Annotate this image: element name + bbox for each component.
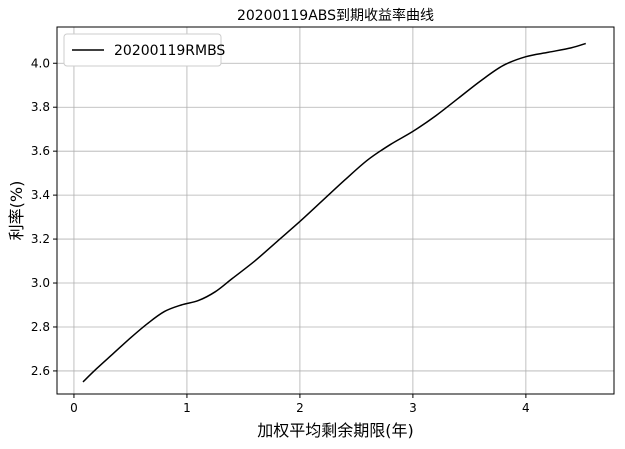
y-tick-label: 3.0 [31,276,50,290]
plot-frame [56,26,615,395]
x-tick-label: 1 [183,401,191,415]
series-group [82,42,586,383]
x-tick-label: 0 [70,401,78,415]
axis-ticks: 0 1 2 3 4 2.6 2.8 3.0 3.2 3.4 3.6 3.8 4.0 [31,56,530,415]
x-tick-label: 3 [409,401,417,415]
y-tick-label: 3.2 [31,232,50,246]
chart-title: 20200119ABS到期收益率曲线 [237,7,434,24]
legend-label-20200119rmbs: 20200119RMBS [114,43,225,59]
y-tick-label: 3.4 [31,188,50,202]
y-tick-label: 3.6 [31,144,50,158]
y-tick-label: 2.8 [31,320,50,334]
x-axis-title: 加权平均剩余期限(年) [257,421,414,440]
x-tick-label: 4 [522,401,530,415]
grid-lines [57,27,614,394]
series-line-0 [82,42,586,383]
y-tick-label: 2.6 [31,364,50,378]
legend: 20200119RMBS [63,33,225,67]
x-tick-label: 2 [296,401,304,415]
y-axis-title: 利率(%) [7,181,26,241]
y-tick-label: 4.0 [31,56,50,70]
y-tick-label: 3.8 [31,100,50,114]
legend-box [63,33,222,67]
